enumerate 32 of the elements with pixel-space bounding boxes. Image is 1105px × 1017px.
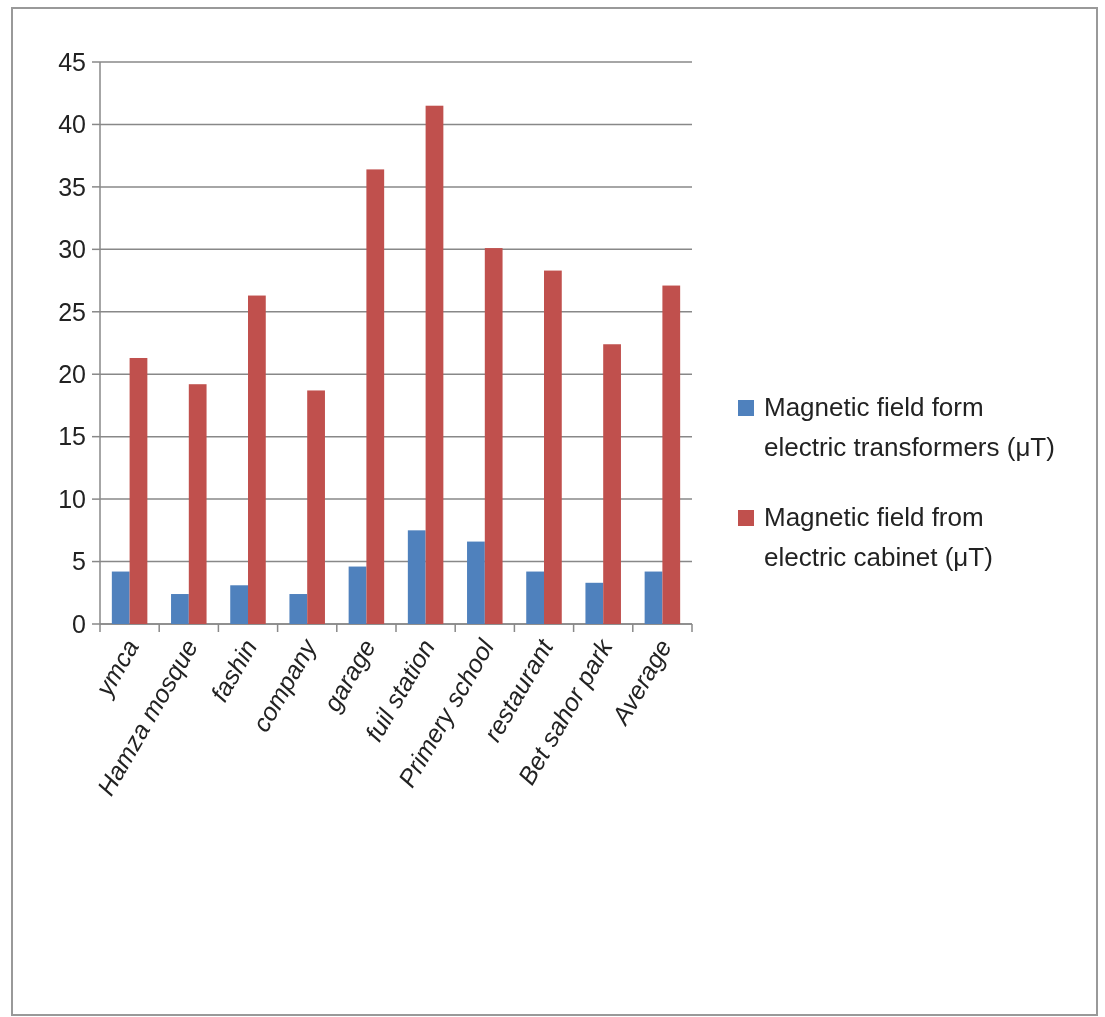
legend-label: Magnetic field from electric cabinet (μT) [764, 502, 993, 572]
bar [544, 270, 562, 624]
bar [484, 248, 503, 624]
y-tick-label: 35 [58, 172, 86, 201]
y-tick-label: 45 [58, 47, 86, 76]
y-tick-label: 15 [58, 422, 86, 451]
bar [644, 571, 663, 624]
bar [307, 390, 325, 624]
bar [188, 384, 207, 624]
bar [248, 295, 266, 624]
bar [366, 169, 385, 624]
y-tick-label: 25 [58, 297, 86, 326]
legend-label: Magnetic field form electric transformers (μT) [764, 392, 1055, 462]
y-tick-label: 10 [58, 484, 86, 513]
bar [348, 566, 367, 624]
bar [289, 594, 308, 624]
y-tick-label: 30 [58, 235, 86, 264]
bar [603, 344, 621, 624]
y-tick-label: 0 [72, 609, 86, 638]
bar [585, 582, 604, 624]
bar [467, 541, 485, 624]
y-tick-label: 5 [72, 547, 86, 576]
bar [407, 530, 426, 624]
bar [425, 105, 444, 624]
bar [129, 357, 148, 624]
bar [662, 285, 681, 624]
bar [171, 594, 189, 624]
bar [230, 585, 248, 624]
y-tick-label: 20 [58, 359, 86, 388]
bar [111, 571, 130, 624]
bar [526, 571, 544, 624]
y-tick-label: 40 [58, 110, 86, 139]
